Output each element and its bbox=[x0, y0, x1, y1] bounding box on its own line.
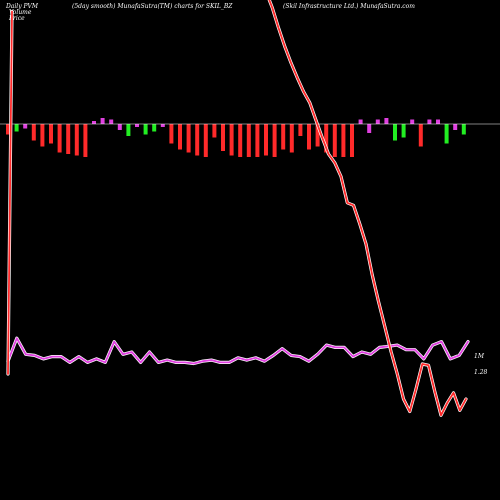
price-edge-spike bbox=[7, 10, 13, 375]
bar-32 bbox=[281, 124, 286, 150]
bar-19 bbox=[169, 124, 174, 144]
bar-5 bbox=[49, 124, 53, 144]
bar-6 bbox=[57, 124, 62, 153]
bar-35 bbox=[307, 124, 311, 150]
bar-1 bbox=[14, 124, 19, 132]
bar-16 bbox=[143, 124, 148, 135]
bar-26 bbox=[229, 124, 234, 156]
bar-12 bbox=[109, 119, 114, 124]
bar-45 bbox=[393, 124, 397, 141]
volume-series-line-glow bbox=[6, 336, 470, 366]
bar-46 bbox=[401, 124, 406, 138]
bar-0 bbox=[6, 124, 10, 135]
header-left-line-3: Price bbox=[8, 15, 25, 22]
bar-4 bbox=[40, 124, 45, 147]
price-line-layer bbox=[6, 0, 468, 417]
header-left-line-2: Volume bbox=[9, 9, 32, 16]
header-right: (Skil Infrastructure Ltd.) MunafaSutra.c… bbox=[283, 3, 415, 10]
bar-39 bbox=[341, 124, 346, 157]
bar-28 bbox=[246, 124, 251, 157]
bar-36 bbox=[315, 124, 320, 147]
bar-9 bbox=[83, 124, 88, 157]
bar-7 bbox=[66, 124, 71, 154]
bar-27 bbox=[238, 124, 243, 157]
volume-level-label: 1M bbox=[474, 353, 485, 360]
bar-42 bbox=[367, 124, 372, 133]
bar-34 bbox=[298, 124, 303, 136]
header-center: (5day smooth) MunafaSutra(TM) charts for… bbox=[72, 3, 233, 10]
bar-52 bbox=[453, 124, 458, 130]
bar-50 bbox=[436, 119, 440, 124]
bar-25 bbox=[221, 124, 225, 151]
bar-3 bbox=[31, 124, 36, 141]
bar-11 bbox=[100, 118, 105, 124]
bar-41 bbox=[358, 119, 363, 124]
bar-22 bbox=[195, 124, 200, 156]
bar-14 bbox=[126, 124, 131, 136]
bar-38 bbox=[332, 124, 337, 157]
bar-17 bbox=[152, 124, 157, 132]
bar-48 bbox=[418, 124, 423, 147]
bar-29 bbox=[255, 124, 260, 157]
bar-44 bbox=[384, 118, 389, 124]
bar-23 bbox=[203, 124, 208, 157]
bar-51 bbox=[444, 124, 449, 144]
volume-line-layer bbox=[6, 336, 470, 366]
volume-series-line bbox=[7, 337, 469, 365]
header-left-line-1: Daily PVM bbox=[5, 3, 39, 10]
bar-53 bbox=[461, 124, 466, 135]
bar-31 bbox=[272, 124, 277, 157]
price-series-line bbox=[268, 0, 467, 417]
bar-37 bbox=[324, 124, 329, 153]
bar-13 bbox=[117, 124, 122, 130]
bar-24 bbox=[212, 124, 217, 138]
bar-10 bbox=[92, 121, 96, 124]
bar-49 bbox=[427, 119, 432, 124]
bar-30 bbox=[264, 124, 268, 156]
bar-2 bbox=[23, 124, 28, 129]
bar-18 bbox=[160, 124, 165, 127]
bar-8 bbox=[74, 124, 79, 156]
bar-33 bbox=[289, 124, 294, 153]
bar-20 bbox=[178, 124, 182, 150]
bar-43 bbox=[375, 119, 380, 124]
bars-layer bbox=[6, 118, 466, 157]
bar-40 bbox=[350, 124, 354, 157]
bar-21 bbox=[186, 124, 191, 153]
bar-47 bbox=[410, 119, 415, 124]
bar-15 bbox=[135, 124, 139, 127]
price-level-label: 1.28 bbox=[474, 369, 488, 376]
